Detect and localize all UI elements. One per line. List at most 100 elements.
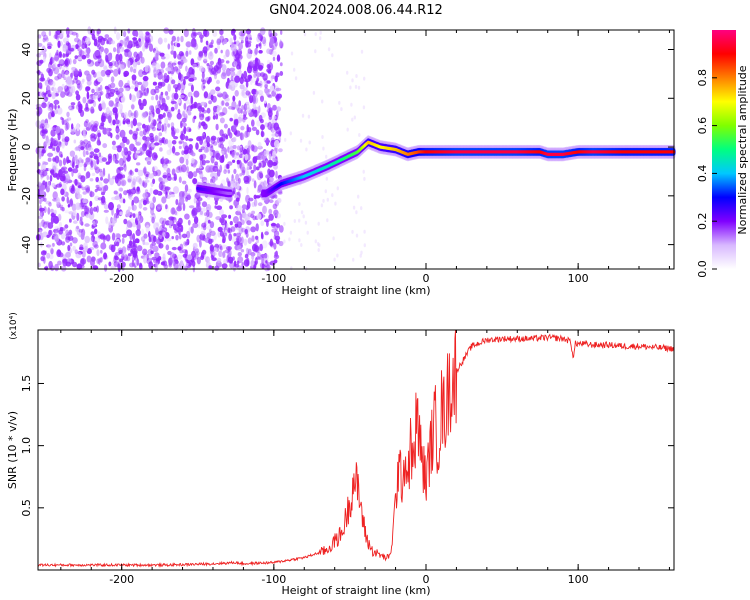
spectrogram-noise-cell — [69, 218, 72, 223]
spectrogram-noise-cell — [319, 30, 322, 35]
spectrogram-noise-cell — [39, 90, 43, 98]
spectrogram-noise-cell — [223, 123, 228, 129]
spectrogram-noise-cell — [279, 41, 284, 49]
spectrogram-noise-cell — [170, 50, 175, 55]
spectrogram-noise-cell — [264, 231, 269, 236]
spectrogram-noise-cell — [91, 225, 95, 229]
spectrogram-noise-cell — [279, 62, 283, 67]
spectrogram-noise-cell — [45, 138, 51, 146]
y-tick-label: -40 — [20, 236, 33, 254]
spectrogram-noise-cell — [80, 232, 85, 240]
spectrogram-noise-cell — [65, 27, 70, 36]
spectrogram-noise-cell — [161, 124, 164, 132]
spectrogram-noise-cell — [257, 256, 263, 260]
spectrogram-noise-cell — [225, 60, 230, 64]
snr-ylabel: SNR (10 * v/v) — [6, 411, 19, 489]
spectrogram-noise-cell — [138, 178, 142, 185]
spectrogram-noise-cell — [130, 188, 137, 195]
spectrogram-noise-cell — [78, 68, 82, 77]
spectrogram-noise-cell — [82, 96, 87, 104]
spectrogram-noise-cell — [325, 154, 328, 159]
spectrogram-noise-cell — [115, 97, 120, 104]
spectrogram-noise-cell — [340, 107, 343, 112]
spectrogram-noise-cell — [84, 245, 88, 252]
spectrogram-noise-cell — [199, 173, 204, 178]
spectrogram-noise-cell — [51, 110, 54, 117]
spectrogram-noise-cell — [141, 41, 147, 47]
spectrogram-noise-cell — [262, 240, 268, 249]
spectrogram-noise-cell — [142, 248, 148, 256]
spectrogram-noise-cell — [57, 132, 61, 141]
spectrogram-noise-cell — [106, 40, 109, 45]
spectrogram-noise-cell — [253, 164, 257, 172]
spectrogram-noise-cell — [230, 75, 234, 82]
spectrogram-noise-cell — [69, 150, 76, 157]
spectrogram-noise-cell — [121, 46, 125, 52]
spectrogram-noise-cell — [197, 105, 203, 112]
colorbar-tick-label: 0.6 — [696, 117, 709, 135]
spectrogram-noise-cell — [163, 37, 168, 43]
spectrogram-noise-cell — [91, 69, 96, 75]
spectrogram-noise-cell — [90, 160, 94, 168]
spectrogram-noise-cell — [87, 147, 94, 151]
spectrogram-noise-cell — [255, 91, 260, 95]
spectrogram-noise-cell — [249, 37, 253, 41]
spectrogram-noise-cell — [157, 100, 161, 106]
spectrogram-noise-cell — [278, 240, 284, 247]
spectrogram-noise-cell — [182, 110, 186, 117]
colorbar-tick-label: 0.0 — [696, 260, 709, 278]
spectrogram-noise-cell — [129, 56, 135, 63]
spectrogram-noise-cell — [171, 236, 174, 240]
spectrogram-noise-cell — [254, 257, 258, 266]
spectrogram-noise-cell — [209, 151, 214, 157]
spectrogram-noise-cell — [252, 66, 258, 74]
spectrogram-noise-cell — [62, 173, 66, 181]
spectrogram-noise-cell — [154, 252, 160, 259]
spectrogram-noise-cell — [124, 39, 127, 48]
spectrogram-noise-cell — [238, 100, 242, 107]
spectrogram-noise-cell — [314, 239, 317, 244]
spectrogram-noise-cell — [151, 256, 158, 261]
spectrogram-noise-cell — [176, 53, 182, 60]
spectrogram-noise-cell — [277, 130, 282, 137]
spectrogram-noise-cell — [216, 257, 222, 263]
spectrogram-noise-cell — [226, 177, 229, 183]
spectrogram-noise-cell — [293, 67, 296, 72]
spectrogram-noise-cell — [138, 98, 142, 107]
spectrogram-noise-cell — [131, 259, 135, 267]
snr-frame — [37, 329, 675, 571]
spectrogram-noise-cell — [150, 122, 155, 130]
spectrogram-noise-cell — [57, 73, 62, 80]
spectrogram-noise-cell — [182, 249, 188, 254]
spectrogram-noise-cell — [351, 78, 354, 83]
spectrogram-noise-cell — [185, 158, 189, 166]
spectrogram-noise-cell — [52, 191, 58, 200]
spectrogram-noise-cell — [78, 50, 85, 56]
spectrogram-noise-cell — [293, 219, 296, 223]
spectrogram-noise-cell — [223, 232, 227, 237]
spectrogram-noise-cell — [260, 220, 265, 227]
spectrogram-noise-cell — [233, 41, 237, 45]
spectrogram-noise-cell — [150, 207, 155, 216]
spectrogram-noise-cell — [127, 150, 132, 156]
spectrogram-noise-cell — [112, 119, 116, 126]
spectrogram-noise-cell — [92, 240, 98, 248]
spectrogram-noise-cell — [75, 32, 79, 38]
spectrogram-noise-cell — [71, 31, 78, 36]
spectrogram-noise-cell — [60, 188, 65, 196]
spectrogram-noise-cell — [171, 145, 176, 154]
spectrogram-noise-cell — [134, 87, 138, 92]
spectrogram-noise-cell — [211, 95, 217, 103]
x-tick-label: 100 — [568, 272, 589, 285]
spectrogram-noise-cell — [175, 128, 180, 134]
spectrogram-noise-cell — [47, 77, 51, 83]
spectrogram-noise-cell — [120, 95, 126, 103]
spectrogram-noise-cell — [321, 135, 324, 139]
spectrogram-noise-cell — [46, 252, 51, 259]
spectrogram-noise-cell — [231, 50, 235, 57]
spectrogram-noise-cell — [64, 70, 70, 75]
spectrogram-noise-cell — [57, 260, 62, 266]
spectrogram-noise-cell — [266, 64, 271, 69]
spectrogram-noise-cell — [259, 27, 266, 36]
spectrogram-noise-cell — [173, 186, 179, 194]
